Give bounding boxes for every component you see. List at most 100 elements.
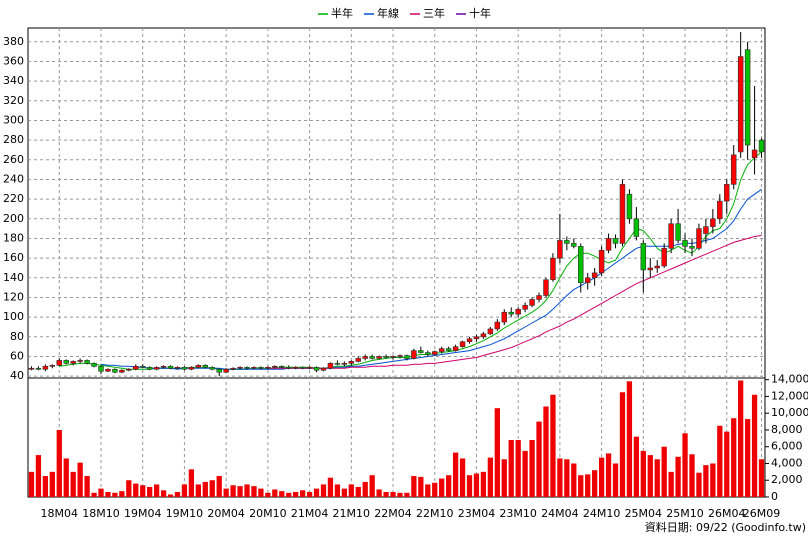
y-tick-label: 280 <box>3 133 24 146</box>
y-tick-label: 240 <box>3 172 24 185</box>
candle-body <box>438 348 445 352</box>
volume-bar <box>195 484 201 497</box>
candle-body <box>730 154 737 185</box>
candle-body <box>292 366 299 369</box>
x-tick-label: 23M10 <box>499 507 537 520</box>
volume-bar <box>418 476 424 497</box>
candle-body <box>383 356 389 358</box>
candle-body <box>91 363 97 367</box>
volume-bar <box>633 436 640 497</box>
volume-bar <box>84 476 90 497</box>
volume-bar <box>299 490 306 497</box>
volume-bar <box>153 484 160 497</box>
volume-bar <box>230 485 236 497</box>
candle-body <box>425 352 431 355</box>
candle-body <box>480 333 487 338</box>
candle-body <box>119 369 125 373</box>
x-tick-label: 22M04 <box>374 507 412 520</box>
candle-body <box>42 366 49 370</box>
volume-bar <box>439 478 445 497</box>
y-tick-label: 160 <box>3 251 24 264</box>
volume-bar <box>258 488 264 497</box>
candle-body <box>160 366 167 368</box>
volume-bar <box>133 483 139 497</box>
candle-body <box>244 366 250 369</box>
candle-body <box>397 355 403 357</box>
volume-bar <box>286 492 292 497</box>
x-tick-label: 25M10 <box>666 507 704 520</box>
volume-bar <box>167 494 174 497</box>
candle-body <box>230 367 236 370</box>
candle-body <box>362 356 368 359</box>
y-tick-label: 140 <box>3 271 24 284</box>
volume-bar <box>126 480 132 497</box>
volume-bar <box>487 457 494 497</box>
y-tick-label: 100 <box>3 310 24 323</box>
candle-body <box>404 355 410 359</box>
volume-bar <box>265 492 271 497</box>
candle-body <box>49 365 56 367</box>
candle-body <box>744 49 751 146</box>
candle-body <box>612 238 619 244</box>
candle-body <box>112 368 118 373</box>
volume-bar <box>42 476 49 497</box>
volume-tick-label: 8,000 <box>771 423 803 436</box>
volume-bar <box>473 473 480 497</box>
candle-body <box>682 240 688 247</box>
volume-bar <box>91 492 97 497</box>
candle-body <box>703 226 709 234</box>
candle-body <box>598 249 605 274</box>
candle-body <box>737 56 744 153</box>
ma-line <box>267 235 762 369</box>
candle-body <box>689 246 695 249</box>
y-tick-label: 340 <box>3 74 24 87</box>
volume-bar <box>550 394 556 497</box>
volume-bar <box>306 491 313 497</box>
candle-body <box>28 367 35 370</box>
volume-bar <box>216 476 222 497</box>
volume-bar <box>376 489 382 497</box>
x-tick-label: 18M04 <box>41 507 79 520</box>
volume-bar <box>529 440 535 497</box>
volume-bar <box>411 476 417 497</box>
volume-bar <box>369 475 375 497</box>
candle-body <box>390 356 396 358</box>
legend-label: 半年 <box>331 6 353 20</box>
candle-body <box>640 243 647 271</box>
candle-body <box>285 366 292 369</box>
x-tick-label: 19M04 <box>124 507 162 520</box>
volume-bar <box>466 475 473 497</box>
volume-bar <box>661 446 667 497</box>
volume-bar <box>668 471 674 497</box>
candle-body <box>619 184 626 244</box>
volume-bar <box>522 450 528 497</box>
volume-bar <box>56 429 62 497</box>
volume-bar <box>744 419 751 497</box>
volume-bar <box>626 381 633 497</box>
candle-body <box>710 218 716 227</box>
volume-bar <box>327 477 334 497</box>
volume-bar <box>341 488 347 497</box>
volume-bar <box>619 392 626 497</box>
volume-bar <box>293 491 299 497</box>
candle-body <box>313 366 320 371</box>
volume-bar <box>49 471 55 497</box>
candle-body <box>487 328 494 335</box>
candle-body <box>272 366 278 368</box>
volume-bar <box>147 486 153 497</box>
volume-bar <box>320 484 327 497</box>
volume-tick-label: 10,000 <box>771 406 808 419</box>
volume-bar <box>515 440 521 497</box>
volume-bar <box>112 492 118 497</box>
volume-tick-label: 4,000 <box>771 456 803 469</box>
volume-bar <box>508 440 514 497</box>
x-tick-label: 20M10 <box>249 507 287 520</box>
candle-body <box>626 193 633 220</box>
volume-bar <box>452 452 459 497</box>
volume-bar <box>140 485 146 497</box>
volume-bar <box>28 471 35 497</box>
volume-bar <box>557 458 563 497</box>
volume-bar <box>237 486 243 497</box>
candle-body <box>216 368 222 373</box>
